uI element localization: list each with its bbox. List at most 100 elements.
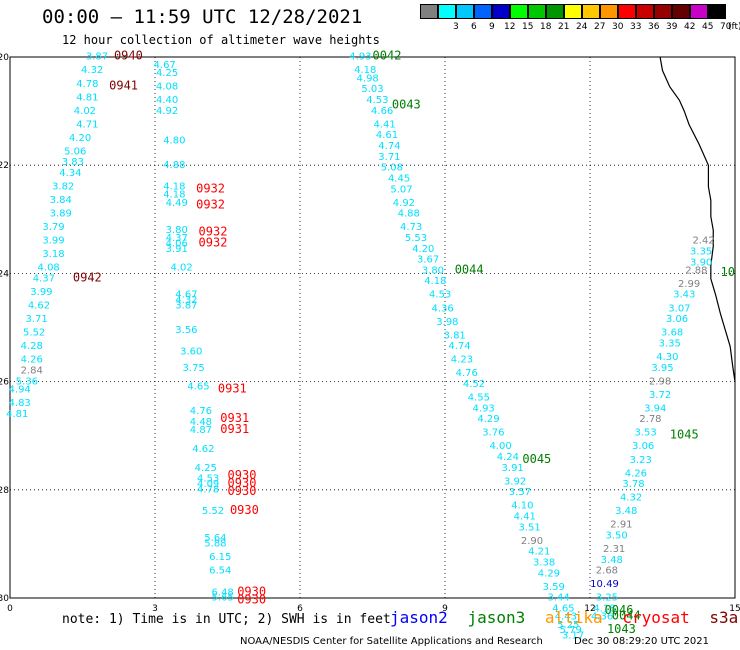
legend-label: 70 [720,22,732,32]
swh-value: 3.81 [444,330,466,341]
swh-value: 4.30 [656,352,678,363]
page-title: 00:00 – 11:59 UTC 12/28/2021 [42,6,363,28]
swh-value: 4.81 [6,409,28,420]
y-tick-label: -26 [0,378,9,388]
legend-swatch [672,4,690,19]
swh-value: 4.09 [197,479,219,490]
swh-value: 4.02 [170,263,192,274]
legend-swatch [600,4,618,19]
swh-value: 4.41 [514,512,536,523]
swh-value: 3.80 [422,265,444,276]
swh-value: 3.53 [634,428,656,439]
swh-value: 4.41 [373,119,395,130]
swh-value: 4.18 [354,65,376,76]
swh-value: 5.08 [381,163,403,174]
swh-value: 4.49 [166,198,188,209]
x-tick-label: 12 [584,604,595,614]
legend-unit: (ft) [728,22,740,32]
swh-value: 3.06 [666,314,688,325]
satellite-cryosat: cryosat [622,608,690,627]
swh-value: 4.88 [163,160,185,171]
y-tick-label: -28 [0,486,9,496]
swh-value: 3.98 [436,317,458,328]
swh-value: 4.20 [412,244,434,255]
pass-time-label: 0042 [373,49,402,63]
satellite-altika: altika [544,608,603,627]
swh-value: 4.94 [9,384,31,395]
pass-time-label: 0931 [218,381,247,395]
swh-value: 3.94 [644,403,666,414]
swh-value: 3.91 [166,244,188,255]
coastline [659,56,736,382]
pass-time-label: 0930 [228,476,257,490]
swh-value: 3.44 [547,593,569,604]
swh-value: 4.40 [156,95,178,106]
coastline-path [659,56,736,382]
legend-label: 36 [648,22,660,32]
swh-value: 4.53 [366,95,388,106]
satellite-legend: jason2 jason3 altika cryosat s3a [390,608,740,627]
pass-time-label: 0044 [455,262,484,276]
swh-value: 4.92 [156,106,178,117]
swh-value: 4.06 [166,238,188,249]
page-subtitle: 12 hour collection of altimeter wave hei… [62,33,380,47]
swh-value: 4.18 [593,604,615,615]
swh-value: 4.80 [163,136,185,147]
swh-value: 3.71 [25,314,47,325]
swh-value: 4.78 [76,79,98,90]
swh-value: 2.90 [521,536,543,547]
swh-value: 2.98 [649,376,671,387]
x-tick-label: 6 [297,604,303,614]
swh-value: 2.91 [610,520,632,531]
satellite-s3a: s3a [709,608,739,627]
pass-time-label: 0046 [605,603,634,617]
swh-value: 4.65 [552,604,574,615]
swh-value: 4.73 [400,222,422,233]
swh-value: 3.89 [50,209,72,220]
legend-swatch [564,4,582,19]
swh-value: 4.66 [371,106,393,117]
swh-value: 4.34 [59,168,81,179]
swh-value: 3.79 [42,222,64,233]
swh-value: 3.18 [42,249,64,260]
swh-value: 4.76 [456,368,478,379]
legend-label: 18 [540,22,552,32]
legend-label: 27 [594,22,606,32]
swh-value: 5.65 [212,593,234,604]
swh-value: 2.42 [692,236,714,247]
y-tick-label: -20 [0,53,9,63]
swh-value: 4.18 [163,182,185,193]
legend-label: 9 [489,22,495,32]
pass-time-label: 0045 [522,452,551,466]
swh-value: 5.53 [405,233,427,244]
swh-value: 4.29 [477,414,499,425]
legend-swatch [546,4,564,19]
swh-value: 4.62 [28,301,50,312]
swh-value: 3.67 [417,255,439,266]
legend-label: 42 [684,22,696,32]
swh-value: 4.00 [489,441,511,452]
swh-value: 4.32 [620,493,642,504]
legend-label: 39 [666,22,678,32]
swh-value: 4.32 [175,295,197,306]
swh-value: 6.48 [212,587,234,598]
swh-value: 3.92 [504,476,526,487]
swh-value: 5.79 [560,625,582,636]
swh-value: 4.02 [74,106,96,117]
swh-value: 4.28 [21,341,43,352]
swh-value: 4.61 [376,130,398,141]
swh-value: 3.99 [42,236,64,247]
swh-value: 4.25 [195,463,217,474]
swh-value: 3.35 [659,338,681,349]
swh-value: 6.54 [209,566,231,577]
pass-time-label: 10 [721,265,735,279]
map-frame [9,56,736,599]
swh-value: 5.06 [64,146,86,157]
swh-value: 4.10 [511,501,533,512]
swh-value: 3.99 [30,287,52,298]
swh-value: 4.36 [431,303,453,314]
swh-value: 3.60 [180,347,202,358]
swh-value: 3.91 [502,463,524,474]
legend-label: 15 [522,22,534,32]
